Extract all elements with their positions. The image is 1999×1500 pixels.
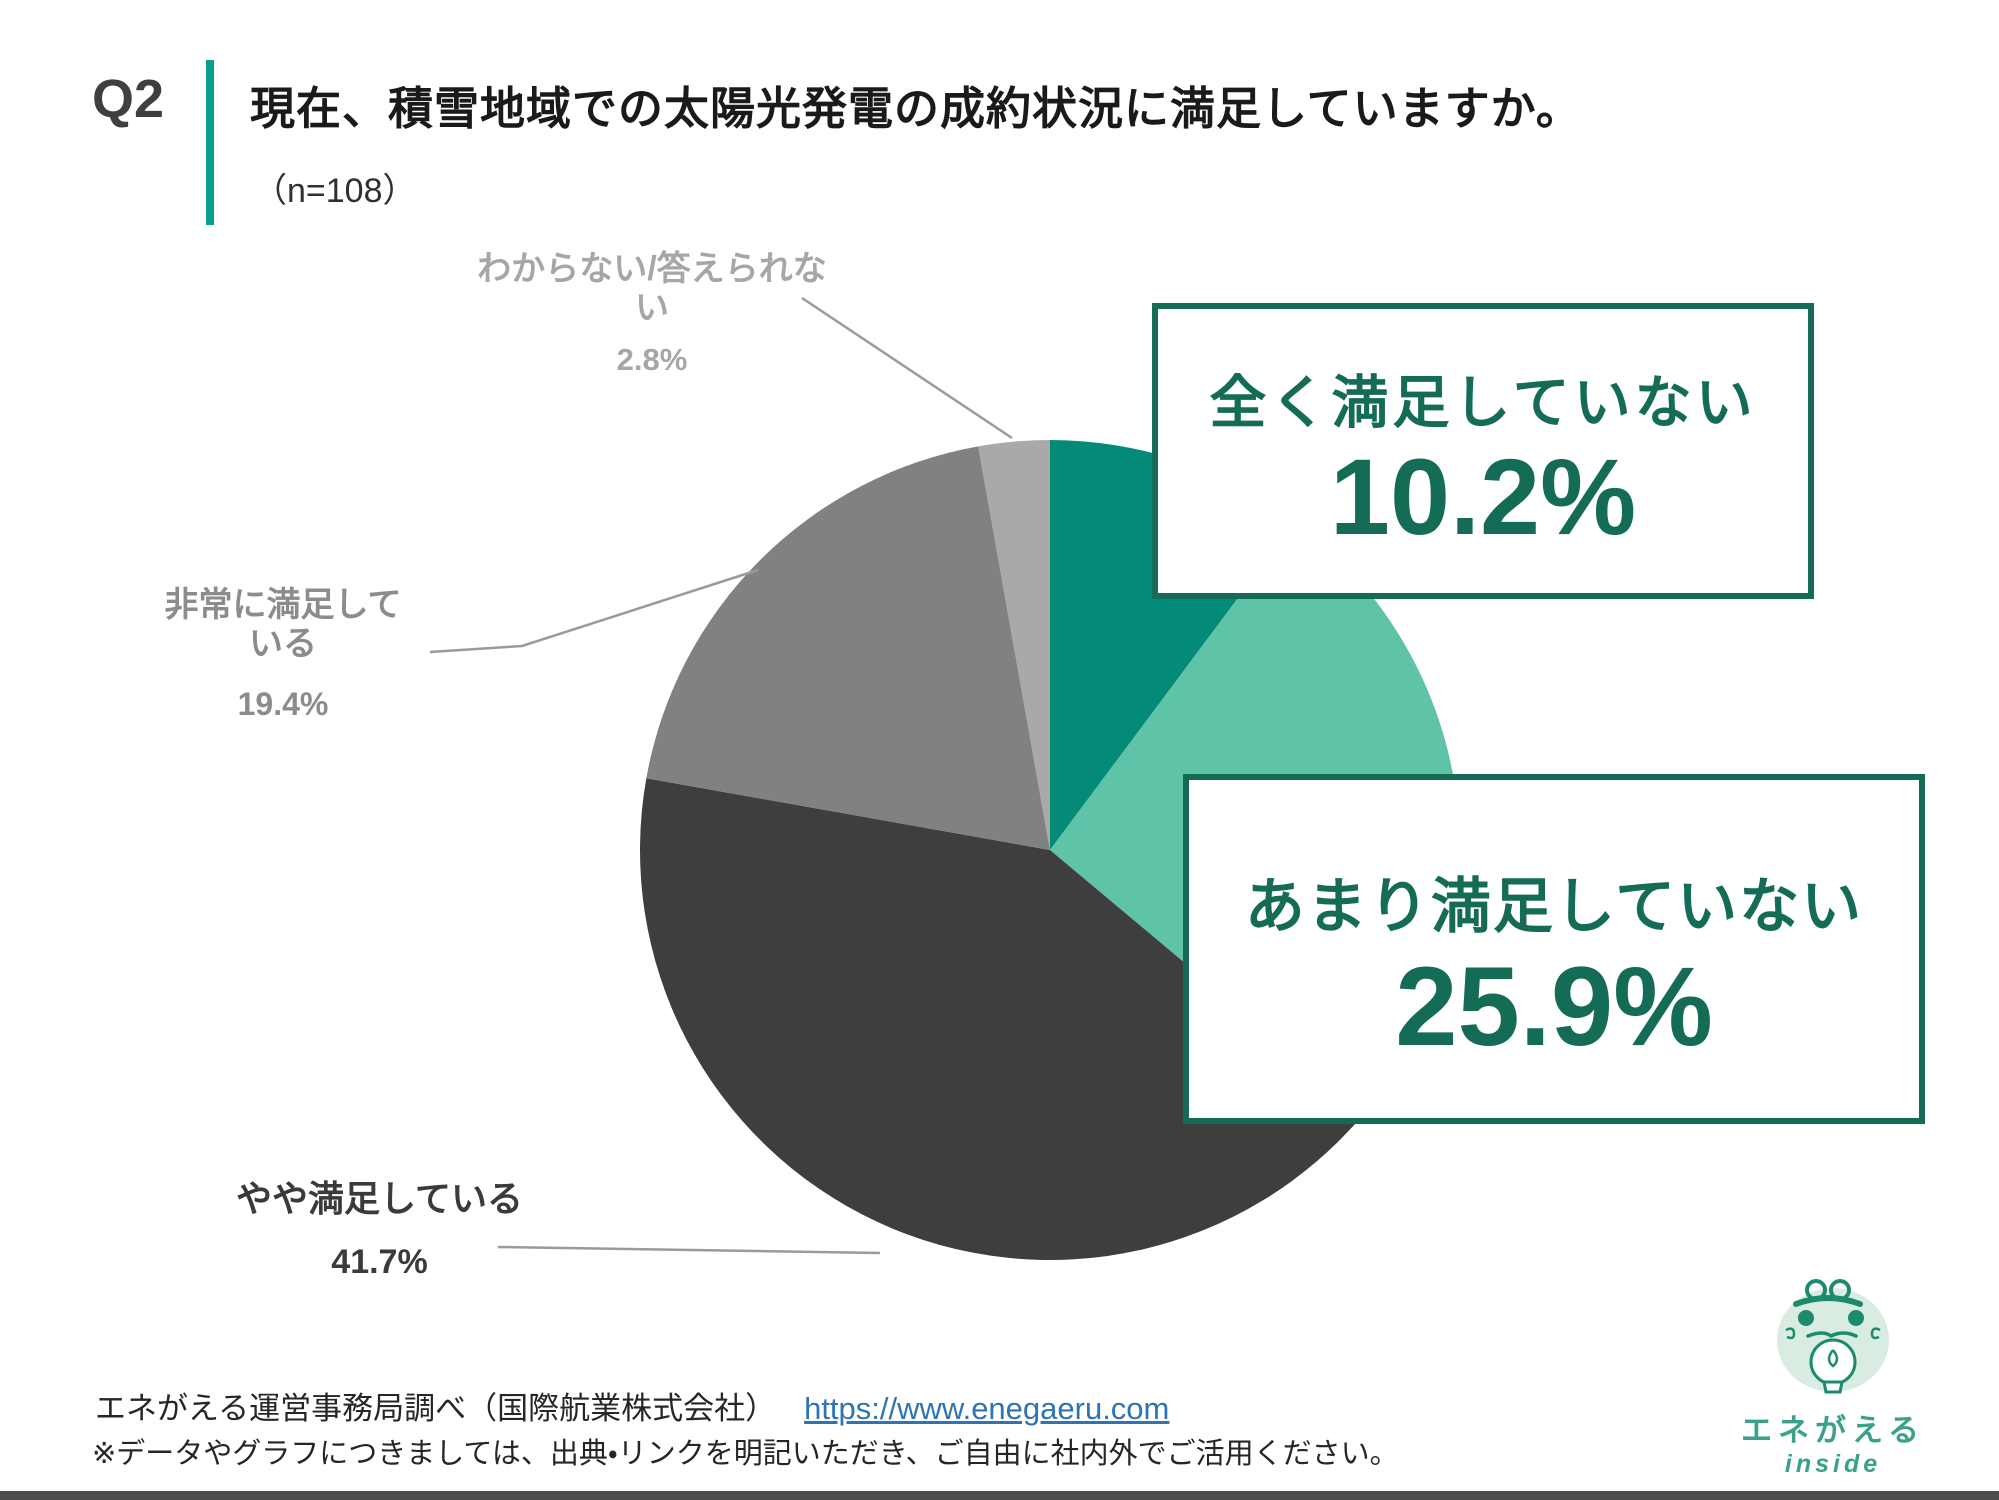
callout-not-satisfied-at-all-label: 全く満足していない (1209, 371, 1757, 435)
brand-logo-sub: inside (1784, 1450, 1882, 1478)
slice-label-unknown-value: 2.8% (616, 342, 688, 378)
brand-logo: エネがえる inside (1728, 1278, 1938, 1479)
slice-label-very-satisfied-value: 19.4% (237, 686, 329, 723)
slice-label-very-satisfied: 非常に満足している 19.4% (148, 586, 418, 723)
bottom-divider-bar (0, 1491, 1999, 1500)
callout-not-very-satisfied-value: 25.9% (1395, 944, 1713, 1069)
callout-not-very-satisfied-label: あまり満足していない (1244, 873, 1864, 940)
pie-slice-2 (640, 778, 1365, 1260)
slice-label-somewhat-satisfied-text: やや満足している (236, 1178, 523, 1219)
pie-slice-3 (646, 446, 1050, 850)
footer-source: エネがえる運営事務局調べ（国際航業株式会社） (95, 1391, 777, 1426)
slice-label-very-satisfied-text: 非常に満足している (164, 586, 402, 664)
footer-link[interactable]: https://www.enegaeru.com (804, 1391, 1170, 1426)
sample-size: （n=108） (253, 172, 417, 210)
pie-slice-4 (978, 440, 1050, 850)
callout-not-satisfied-at-all: 全く満足していない 10.2% (1152, 303, 1814, 599)
brand-logo-name: エネがえる (1740, 1413, 1926, 1448)
page-title: 現在、積雪地域での太陽光発電の成約状況に満足していますか。 (250, 83, 1582, 134)
footer-source-line: エネがえる運営事務局調べ（国際航業株式会社） https://www.enegae… (95, 1383, 1169, 1428)
callout-not-very-satisfied: あまり満足していない 25.9% (1183, 774, 1925, 1124)
leader-line-very-satisfied (429, 568, 759, 654)
callout-not-satisfied-at-all-value: 10.2% (1329, 436, 1637, 557)
slice-label-unknown-text: わからない/答えられない (477, 250, 827, 328)
question-number: Q2 (92, 69, 165, 129)
leader-line-somewhat-satisfied (497, 1245, 881, 1255)
slice-label-somewhat-satisfied: やや満足している 41.7% (222, 1178, 537, 1282)
accent-bar (206, 60, 214, 225)
footer-note: ※データやグラフにつきましては、出典・リンクを明記いただき、ご自由に社内外でご活… (92, 1438, 1399, 1470)
leader-line-unknown (801, 296, 1013, 440)
frog-mascot-icon (1777, 1279, 1889, 1394)
slice-label-somewhat-satisfied-value: 41.7% (331, 1243, 428, 1282)
slice-label-unknown: わからない/答えられない 2.8% (462, 250, 842, 378)
